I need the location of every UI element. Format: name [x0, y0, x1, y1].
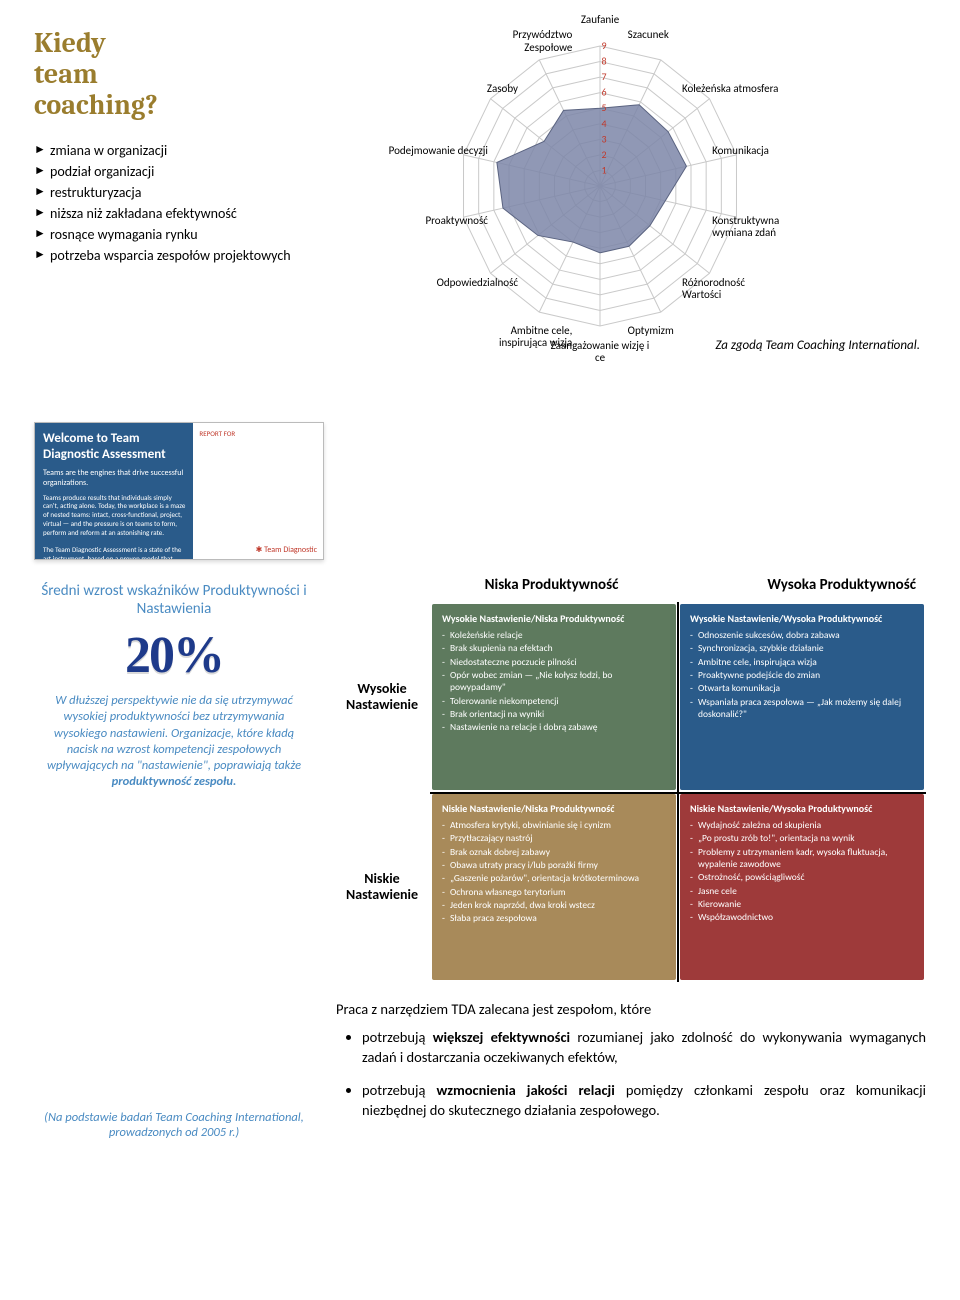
svg-text:7: 7: [601, 70, 606, 83]
radar-axis-label: Zaufanie: [550, 14, 650, 26]
quad-col-head-1: Niska Produktywność: [430, 572, 673, 602]
svg-text:2: 2: [601, 148, 606, 161]
stat-heading: Średni wzrost wskaźników Produktywności …: [34, 582, 314, 618]
rec-intro: Praca z narzędziem TDA zalecana jest zes…: [336, 1000, 926, 1018]
tda-body: Teams produce results that individuals s…: [43, 494, 185, 561]
radar-axis-label: Odpowiedzialność: [418, 277, 518, 289]
svg-text:6: 6: [601, 86, 606, 99]
quad-cell-item: Ochrona własnego terytorium: [442, 886, 666, 898]
radar-axis-label: Koleżeńska atmosfera: [682, 83, 782, 95]
svg-text:8: 8: [601, 55, 606, 68]
radar-chart: 123456789 ZaufanieSzacunekKoleżeńska atm…: [340, 28, 900, 388]
svg-text:9: 9: [601, 39, 606, 52]
tda-subtitle: Teams are the engines that drive success…: [43, 468, 185, 488]
bullet-item: rosnące wymagania rynku: [34, 226, 324, 245]
quad-cell-item: Jeden krok naprzód, dwa kroki wstecz: [442, 899, 666, 911]
quad-cell-item: Koleżeńskie relacje: [442, 629, 666, 641]
quad-cell-item: Proaktywne podejście do zmian: [690, 669, 914, 681]
quad-cell: Wysokie Nastawienie/Wysoka Produktywność…: [680, 604, 924, 790]
radar-axis-label: Zasoby: [418, 83, 518, 95]
radar-axis-label: Konstruktywna wymiana zdań: [712, 215, 812, 239]
quad-cell: Niskie Nastawienie/Niska Produktywność At…: [432, 794, 676, 980]
quad-row-head-1: Wysokie Nastawienie: [334, 602, 430, 792]
quad-cell-item: Ambitne cele, inspirująca wizja: [690, 656, 914, 668]
rec-item: potrzebują wzmocnienia jakości relacji p…: [362, 1081, 926, 1120]
quad-cell-item: Przytłaczający nastrój: [442, 832, 666, 844]
quad-cell: Wysokie Nastawienie/Niska Produktywność K…: [432, 604, 676, 790]
quad-cell-item: Słaba praca zespołowa: [442, 912, 666, 924]
radar-axis-label: Ambitne cele, inspirująca wizja: [472, 325, 572, 349]
svg-text:4: 4: [601, 117, 606, 130]
quad-cell: Niskie Nastawienie/Wysoka Produktywność W…: [680, 794, 924, 980]
quad-cell-item: Brak skupienia na efektach: [442, 642, 666, 654]
quad-cell-item: Nastawienie na relacje i dobrą zabawę: [442, 721, 666, 733]
svg-text:3: 3: [601, 132, 606, 145]
quad-cell-item: Brak oznak dobrej zabawy: [442, 846, 666, 858]
quad-cell-item: „Gaszenie pożarów", orientacja krótkoter…: [442, 872, 666, 884]
tda-logo: ✱ Team Diagnostic: [256, 545, 317, 555]
quad-cell-item: „Po prostu zrób to!", orientacja na wyni…: [690, 832, 914, 844]
quad-cell-item: Współzawodnictwo: [690, 911, 914, 923]
tda-title: Welcome to Team Diagnostic Assessment: [43, 431, 185, 464]
quad-cell-item: Odnoszenie sukcesów, dobra zabawa: [690, 629, 914, 641]
quad-cell-item: Atmosfera krytyki, obwinianie się i cyni…: [442, 819, 666, 831]
rec-item: potrzebują większej efektywności rozumia…: [362, 1028, 926, 1067]
quad-cell-item: Jasne cele: [690, 885, 914, 897]
radar-axis-label: Proaktywność: [388, 215, 488, 227]
radar-axis-label: Podejmowanie decyzji: [388, 145, 488, 157]
bullet-item: potrzeba wsparcia zespołów projektowych: [34, 247, 324, 266]
quadrant-matrix: Niska Produktywność Wysoka Produktywność…: [334, 572, 926, 982]
bullet-item: zmiana w organizacji: [34, 142, 324, 161]
quad-cell-item: Wydajność zależna od skupienia: [690, 819, 914, 831]
quad-cell-item: Niedostateczne poczucie pilności: [442, 656, 666, 668]
quad-cell-item: Tolerowanie niekompetencji: [442, 695, 666, 707]
tda-card: Welcome to Team Diagnostic Assessment Te…: [34, 422, 324, 560]
quad-cell-item: Otwarta komunikacja: [690, 682, 914, 694]
credit-line: Za zgodą Team Coaching International.: [715, 338, 920, 353]
quad-cell-title: Wysokie Nastawienie/Wysoka Produktywność: [690, 612, 914, 625]
radar-axis-label: Optymizm: [628, 325, 728, 337]
quad-cell-title: Niskie Nastawienie/Niska Produktywność: [442, 802, 666, 815]
stat-value: 20%: [34, 626, 314, 685]
bullet-item: niższa niż zakładana efektywność: [34, 205, 324, 224]
quad-cell-item: Obawa utraty pracy i/lub porażki firmy: [442, 859, 666, 871]
radar-axis-label: Komunikacja: [712, 145, 812, 157]
quad-cell-item: Brak orientacji na wyniki: [442, 708, 666, 720]
svg-text:1: 1: [601, 163, 606, 176]
bullet-list: zmiana w organizacji podział organizacji r…: [34, 142, 324, 265]
quad-cell-item: Kierowanie: [690, 898, 914, 910]
svg-text:5: 5: [601, 101, 606, 114]
quad-cell-title: Wysokie Nastawienie/Niska Produktywność: [442, 612, 666, 625]
radar-axis-label: Przywództwo Zespołowe: [472, 29, 572, 53]
quad-col-head-2: Wysoka Produktywność: [673, 572, 926, 602]
stat-body: W dłuższej perspektywie nie da się utrzy…: [34, 685, 314, 791]
quad-cell-item: Wspaniała praca zespołowa — „Jak możemy …: [690, 696, 914, 721]
rec-list: potrzebują większej efektywności rozumia…: [336, 1028, 926, 1120]
tda-report-for: REPORT FOR: [199, 429, 317, 438]
bullet-item: restrukturyzacja: [34, 184, 324, 203]
radar-axis-label: Różnorodność Wartości: [682, 277, 782, 301]
quad-cell-item: Synchronizacja, szybkie działanie: [690, 642, 914, 654]
quad-cell-item: Problemy z utrzymaniem kadr, wysoka fluk…: [690, 846, 914, 871]
bullet-item: podział organizacji: [34, 163, 324, 182]
page-title: Kiedy team coaching?: [34, 28, 324, 120]
stat-cite: (Na podstawie badań Team Coaching Intern…: [34, 1110, 314, 1140]
quad-cell-item: Opór wobec zmian — „Nie kołysz łodzi, bo…: [442, 669, 666, 694]
radar-axis-label: Szacunek: [628, 29, 728, 41]
quad-row-head-2: Niskie Nastawienie: [334, 792, 430, 982]
quad-cell-title: Niskie Nastawienie/Wysoka Produktywność: [690, 802, 914, 815]
quad-cell-item: Ostrożność, powściągliwość: [690, 871, 914, 883]
